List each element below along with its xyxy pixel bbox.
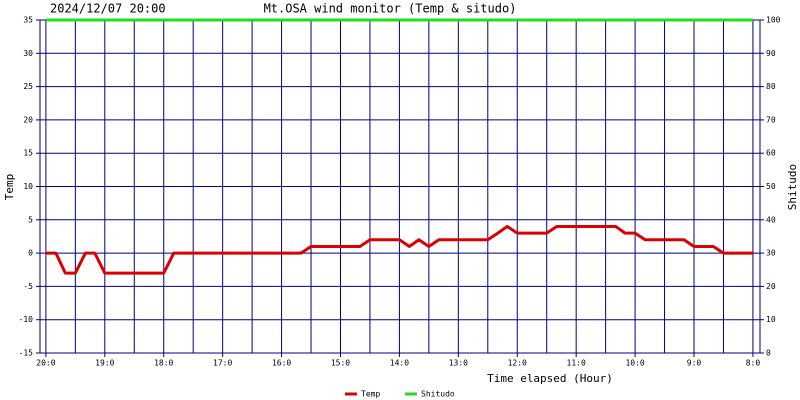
y2-tick-label: 100 <box>766 16 781 25</box>
legend-label: Shitudo <box>421 390 455 399</box>
x-tick-label: 12:0 <box>508 359 527 368</box>
y-tick-label: 15 <box>23 149 33 158</box>
y-tick-label: -10 <box>19 315 34 324</box>
y-tick-label: 30 <box>23 49 33 58</box>
y-tick-label: -15 <box>19 349 34 358</box>
y-tick-label: 0 <box>28 249 33 258</box>
x-tick-label: 8:0 <box>746 359 761 368</box>
y2-tick-label: 30 <box>766 249 776 258</box>
x-tick-label: 10:0 <box>625 359 644 368</box>
chart-subtitle: 2024/12/07 20:00 <box>50 2 166 16</box>
x-tick-label: 19:0 <box>95 359 114 368</box>
y2-tick-label: 90 <box>766 49 776 58</box>
y2-tick-label: 80 <box>766 82 776 91</box>
y2-tick-label: 0 <box>766 349 771 358</box>
y-axis-label: Temp <box>3 174 16 201</box>
y2-axis-label: Shitudo <box>786 164 799 210</box>
x-tick-label: 13:0 <box>449 359 468 368</box>
y-tick-label: 20 <box>23 115 33 124</box>
y2-tick-label: 60 <box>766 149 776 158</box>
y-tick-label: 25 <box>23 82 33 91</box>
data-line <box>45 224 753 275</box>
x-tick-label: 11:0 <box>567 359 586 368</box>
y2-tick-label: 70 <box>766 115 776 124</box>
y2-tick-label: 50 <box>766 182 776 191</box>
chart-title: Mt.OSA wind monitor (Temp & situdo) <box>264 2 517 16</box>
y2-tick-label: 40 <box>766 215 776 224</box>
y-tick-label: 5 <box>28 215 33 224</box>
x-axis-label: Time elapsed (Hour) <box>487 372 613 385</box>
x-tick-label: 20:0 <box>36 359 55 368</box>
x-tick-label: 14:0 <box>390 359 409 368</box>
x-tick-label: 18:0 <box>154 359 173 368</box>
y2-tick-label: 20 <box>766 282 776 291</box>
legend-label: Temp <box>361 390 380 399</box>
x-tick-label: 17:0 <box>213 359 232 368</box>
y-tick-label: -5 <box>23 282 33 291</box>
y-tick-label: 35 <box>23 16 33 25</box>
x-tick-label: 16:0 <box>272 359 291 368</box>
x-tick-label: 9:0 <box>687 359 702 368</box>
x-tick-label: 15:0 <box>331 359 350 368</box>
y2-tick-label: 10 <box>766 315 776 324</box>
y-tick-label: 10 <box>23 182 33 191</box>
